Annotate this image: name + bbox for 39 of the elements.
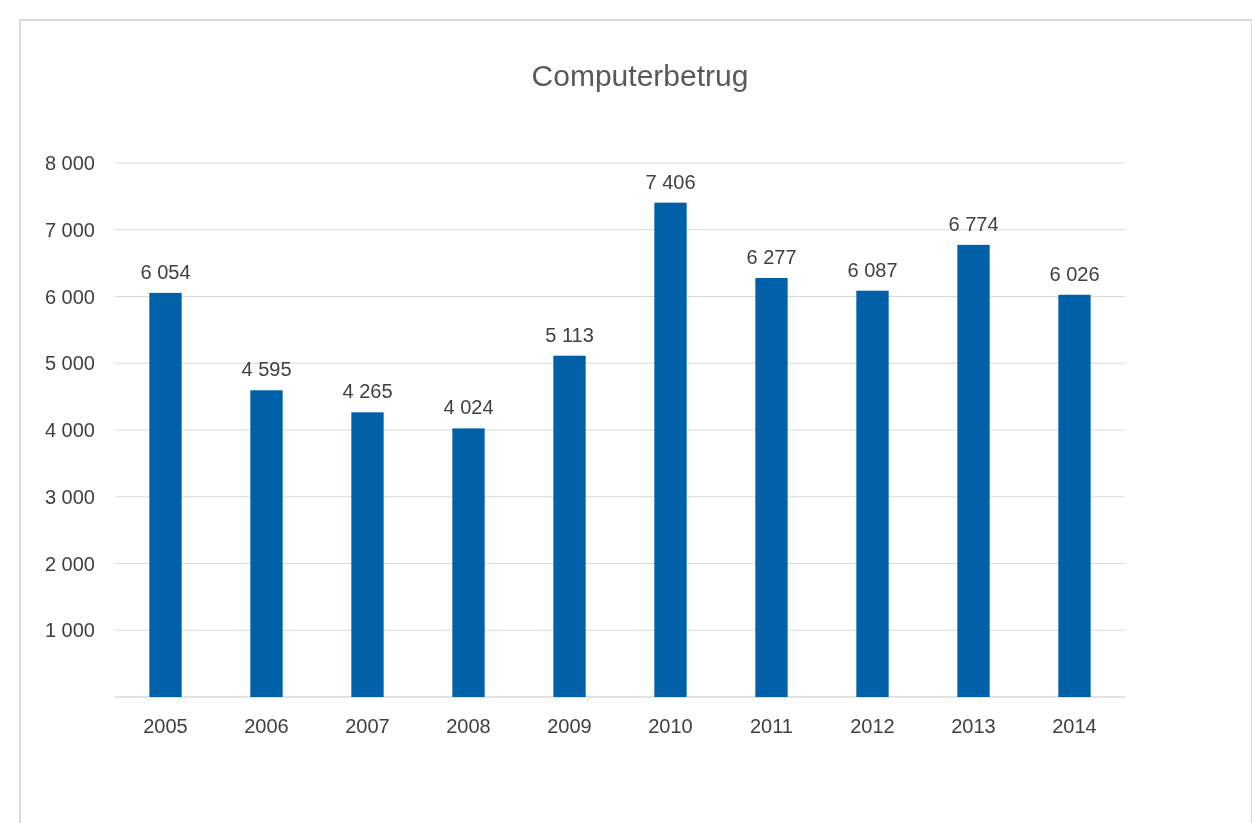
y-tick-label: 5 000 (44, 352, 95, 375)
data-label: 6 087 (847, 258, 898, 281)
y-tick-label: 4 000 (44, 419, 95, 441)
bar (856, 290, 889, 697)
bar (957, 244, 990, 697)
x-tick-label: 2005 (143, 715, 188, 737)
data-label: 6 026 (1049, 262, 1100, 285)
data-label: 4 024 (443, 396, 494, 419)
data-label: 4 265 (342, 380, 393, 403)
data-label: 6 774 (948, 212, 999, 235)
bar (452, 428, 485, 697)
data-label: 7 406 (645, 170, 696, 193)
y-tick-label: 6 000 (44, 285, 95, 308)
bar (755, 278, 788, 697)
x-tick-label: 2010 (648, 715, 693, 737)
y-tick-label: 3 000 (44, 485, 95, 508)
y-tick-label: 7 000 (44, 218, 95, 241)
x-tick-label: 2013 (951, 715, 996, 737)
bar (553, 355, 586, 697)
x-tick-label: 2012 (850, 715, 895, 737)
data-label: 4 595 (241, 358, 292, 381)
y-tick-label: 8 000 (44, 152, 95, 174)
data-label: 6 054 (140, 260, 191, 283)
bar (654, 202, 687, 697)
x-tick-label: 2014 (1052, 715, 1097, 737)
y-tick-label: 2 000 (44, 552, 95, 575)
x-tick-label: 2011 (749, 715, 794, 737)
chart-title: Computerbetrug (531, 59, 749, 92)
data-label: 6 277 (746, 246, 797, 269)
bar (1058, 294, 1091, 697)
bar (351, 412, 384, 697)
bar (149, 292, 182, 697)
x-tick-label: 2006 (244, 715, 289, 737)
y-tick-label: 1 000 (44, 619, 95, 642)
x-tick-label: 2008 (446, 715, 491, 737)
data-label: 5 113 (545, 323, 594, 346)
x-tick-label: 2007 (345, 715, 390, 737)
bar (250, 390, 283, 697)
x-tick-label: 2009 (547, 715, 592, 737)
